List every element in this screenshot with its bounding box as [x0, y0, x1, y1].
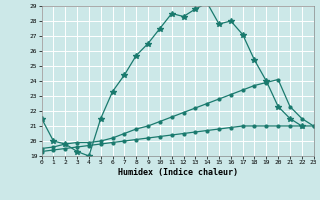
X-axis label: Humidex (Indice chaleur): Humidex (Indice chaleur): [118, 168, 237, 177]
